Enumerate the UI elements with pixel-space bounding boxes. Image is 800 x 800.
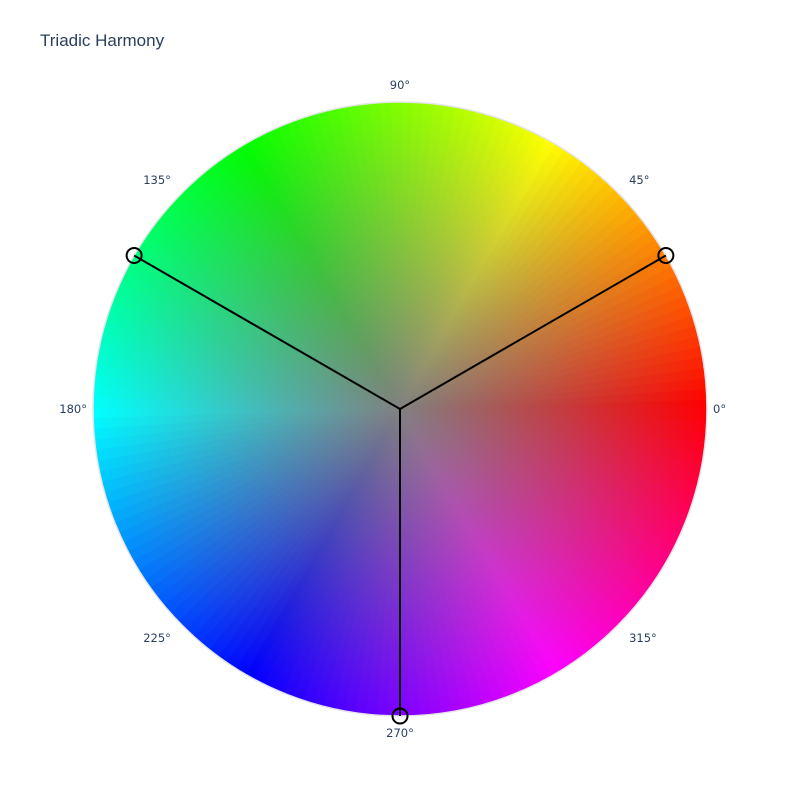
chart-title: Triadic Harmony bbox=[40, 31, 165, 50]
harmony-marker bbox=[391, 707, 409, 725]
angular-tick-label: 135° bbox=[143, 173, 171, 187]
angular-tick-label: 225° bbox=[143, 631, 171, 645]
harmony-line bbox=[133, 254, 401, 410]
angular-tick-label: 90° bbox=[390, 78, 410, 92]
harmony-markers bbox=[125, 247, 675, 725]
harmony-marker bbox=[657, 247, 675, 264]
angular-tick-label: 180° bbox=[59, 402, 87, 416]
angular-tick-label: 0° bbox=[713, 402, 726, 416]
angular-tick-labels: 0° 45° 90° 135° 180° 225° 270° 315° bbox=[59, 78, 726, 740]
harmony-line bbox=[399, 254, 667, 410]
harmony-lines bbox=[133, 254, 667, 716]
angular-tick-label: 45° bbox=[629, 173, 649, 187]
harmony-marker bbox=[125, 247, 143, 264]
angular-tick-label: 315° bbox=[629, 631, 657, 645]
angular-tick-label: 270° bbox=[386, 726, 414, 740]
